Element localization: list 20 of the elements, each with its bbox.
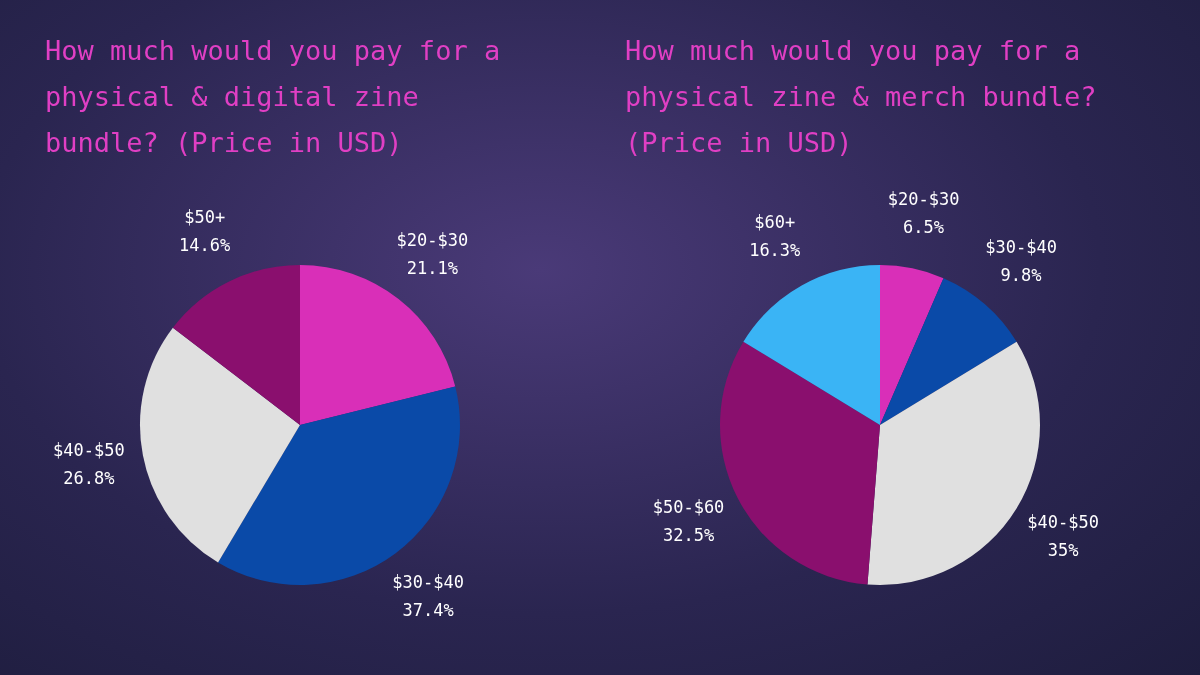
data-label: 9.8% — [1000, 265, 1042, 286]
slice-label: $20-$30 — [887, 188, 960, 209]
data-label: 32.5% — [662, 525, 715, 546]
slice-label: $60+ — [754, 211, 796, 232]
chart-title: How much would you pay for a physical & digital zine bundle? (Price in USD) — [45, 34, 502, 160]
slice-label: $40-$50 — [1027, 511, 1100, 532]
slice-label: $30-$40 — [392, 572, 464, 593]
slice-label: $50+ — [184, 206, 226, 227]
slice-label: $50-$60 — [652, 497, 725, 518]
chart-title: How much would you pay for a physical zine & merch bundle? (Price in USD) — [625, 34, 1098, 160]
data-label: 14.6% — [179, 234, 231, 255]
data-label: 26.8% — [63, 468, 115, 489]
data-label: 6.5% — [903, 216, 945, 237]
slice-label: $40-$50 — [53, 440, 125, 461]
data-label: 16.3% — [749, 239, 801, 260]
data-label: 21.1% — [406, 258, 459, 279]
data-label: 35% — [1047, 539, 1079, 560]
data-label: 37.4% — [402, 600, 454, 621]
slice-label: $30-$40 — [985, 237, 1057, 258]
slice-label: $20-$30 — [396, 230, 469, 251]
